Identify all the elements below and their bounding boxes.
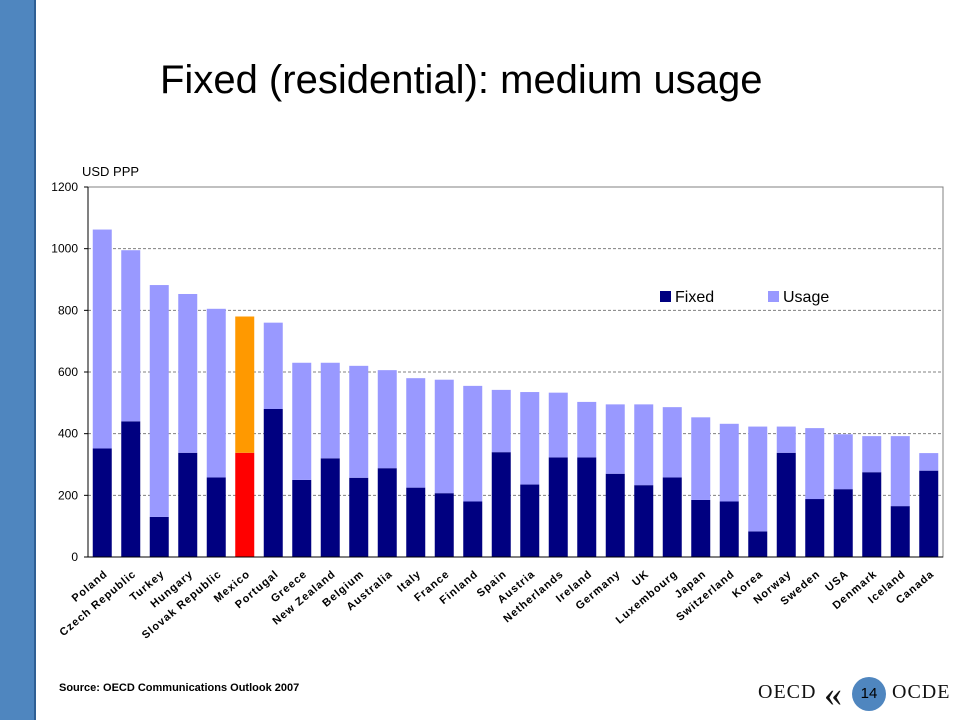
bar-fixed xyxy=(577,457,597,557)
bar-fixed xyxy=(862,472,882,557)
bar-usage xyxy=(662,407,682,478)
bar-usage xyxy=(862,436,882,473)
bar-usage xyxy=(634,404,654,486)
bar-fixed xyxy=(805,499,825,557)
legend-swatch-fixed xyxy=(660,291,671,302)
y-tick-label: 600 xyxy=(58,365,78,379)
legend: Fixed Usage xyxy=(660,289,829,306)
bar-fixed xyxy=(121,421,141,557)
side-accent-bar xyxy=(0,0,36,720)
bar-usage xyxy=(605,404,625,474)
y-axis-label: USD PPP xyxy=(82,164,139,179)
bar-fixed xyxy=(634,485,654,557)
bar-fixed xyxy=(292,479,312,557)
legend-swatch-usage xyxy=(768,291,779,302)
bar-usage xyxy=(349,365,369,478)
bar-fixed xyxy=(833,489,853,557)
oecd-logo: OECD « 14 OCDE xyxy=(758,674,954,715)
bar-usage xyxy=(263,322,283,409)
bar-usage xyxy=(890,436,910,507)
gridlines xyxy=(88,186,943,496)
bar-usage xyxy=(121,250,141,422)
logo-bracket-icon: « xyxy=(824,674,842,714)
bar-fixed xyxy=(149,516,169,557)
bar-usage xyxy=(776,426,796,453)
bar-fixed xyxy=(691,499,711,557)
bar-usage xyxy=(577,401,597,458)
y-tick-label: 1200 xyxy=(51,180,78,194)
bar-fixed xyxy=(206,477,226,557)
bar-fixed xyxy=(377,468,397,557)
legend-label-usage: Usage xyxy=(783,289,829,306)
bar-usage xyxy=(434,379,454,494)
bar-usage xyxy=(377,370,397,469)
legend-label-fixed: Fixed xyxy=(675,289,714,306)
bar-fixed xyxy=(919,470,939,557)
bar-usage xyxy=(178,293,198,453)
bar-usage xyxy=(406,378,426,488)
bars xyxy=(92,229,939,557)
bar-fixed xyxy=(605,473,625,557)
bar-usage xyxy=(149,285,169,517)
bar-fixed xyxy=(235,452,255,557)
bar-usage xyxy=(292,362,312,480)
bar-usage xyxy=(805,428,825,500)
x-tick-label: UK xyxy=(630,568,651,589)
bar-usage xyxy=(719,423,739,502)
bar-fixed xyxy=(320,458,340,557)
bar-fixed xyxy=(463,501,483,557)
bar-fixed xyxy=(520,484,540,557)
bar-usage xyxy=(548,392,568,458)
bar-usage xyxy=(320,362,340,459)
logo-text-ocde: OCDE xyxy=(892,681,951,703)
bar-usage xyxy=(463,385,483,502)
page-number: 14 xyxy=(852,677,886,711)
bar-usage xyxy=(833,434,853,490)
bar-fixed xyxy=(719,501,739,557)
logo-text-oecd: OECD xyxy=(758,681,817,703)
bar-fixed xyxy=(178,452,198,557)
bar-fixed xyxy=(263,409,283,557)
bar-usage xyxy=(491,389,511,453)
y-tick-label: 400 xyxy=(58,427,78,441)
y-tick-label: 1000 xyxy=(51,242,78,256)
slide-title: Fixed (residential): medium usage xyxy=(160,58,763,102)
y-tick-label: 800 xyxy=(58,303,78,317)
bar-fixed xyxy=(92,448,112,557)
source-note: Source: OECD Communications Outlook 2007 xyxy=(59,682,300,694)
bar-usage xyxy=(691,417,711,500)
bar-fixed xyxy=(776,452,796,557)
bar-usage xyxy=(748,426,768,532)
y-tick-label: 0 xyxy=(71,550,78,564)
bar-fixed xyxy=(748,531,768,557)
bar-usage xyxy=(919,453,939,471)
bar-fixed xyxy=(890,506,910,557)
bar-fixed xyxy=(349,477,369,557)
bar-fixed xyxy=(662,477,682,557)
y-axis-ticks: 0 200 400 600 800 1000 1200 xyxy=(51,180,88,564)
y-tick-label: 200 xyxy=(58,488,78,502)
bar-usage xyxy=(235,316,255,453)
bar-usage xyxy=(92,229,112,449)
bar-fixed xyxy=(434,493,454,557)
bar-usage xyxy=(206,308,226,478)
bar-fixed xyxy=(406,487,426,557)
bar-usage xyxy=(520,392,540,485)
bar-fixed xyxy=(491,452,511,557)
bar-fixed xyxy=(548,457,568,557)
